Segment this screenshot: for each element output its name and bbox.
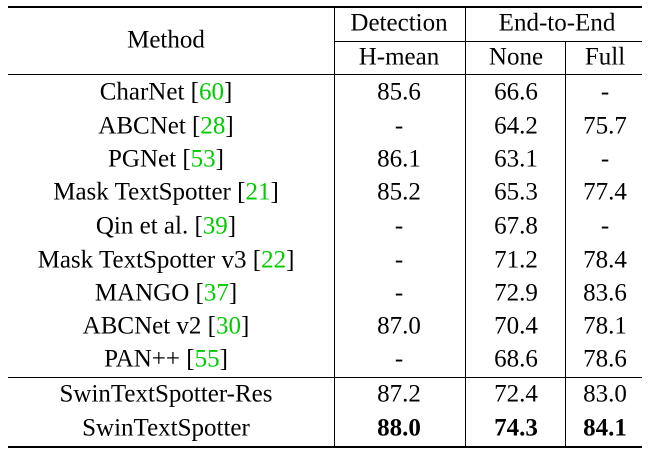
method-cell: CharNet [60] bbox=[99, 78, 233, 106]
full-cell: 75.7 bbox=[583, 112, 627, 140]
hmean-cell: 87.0 bbox=[377, 312, 421, 340]
method-cell: MANGO [37] bbox=[94, 279, 238, 307]
hmean-cell: 85.2 bbox=[377, 178, 421, 206]
citation-link[interactable]: 55 bbox=[194, 345, 220, 373]
hmean-cell: - bbox=[394, 246, 404, 274]
method-cell: ABCNet [28] bbox=[98, 112, 234, 140]
bottom-rule bbox=[8, 446, 642, 448]
citation-link[interactable]: 28 bbox=[200, 112, 226, 140]
hmean-cell: 86.1 bbox=[377, 145, 421, 173]
method-name: SwinTextSpotter-Res bbox=[59, 380, 273, 408]
citation-link[interactable]: 37 bbox=[203, 279, 229, 307]
none-cell: 63.1 bbox=[494, 145, 538, 173]
method-name: ABCNet bbox=[98, 112, 186, 140]
method-cell: PGNet [53] bbox=[108, 145, 224, 173]
citation-link[interactable]: 53 bbox=[190, 145, 216, 173]
header-end-to-end: End-to-End bbox=[498, 9, 616, 37]
none-cell: 64.2 bbox=[494, 112, 538, 140]
none-cell: 74.3 bbox=[494, 414, 538, 442]
none-cell: 72.4 bbox=[494, 380, 538, 408]
header-none: None bbox=[488, 43, 544, 71]
method-name: MANGO bbox=[94, 279, 190, 307]
header-detection: Detection bbox=[350, 9, 448, 37]
none-cell: 71.2 bbox=[494, 246, 538, 274]
top-rule bbox=[8, 6, 642, 8]
method-name: CharNet bbox=[99, 78, 185, 106]
none-cell: 72.9 bbox=[494, 279, 538, 307]
method-cell: Mask TextSpotter [21] bbox=[53, 178, 279, 206]
none-cell: 68.6 bbox=[494, 345, 538, 373]
full-cell: 78.6 bbox=[583, 345, 627, 373]
full-cell: - bbox=[600, 78, 610, 106]
method-name: Qin et al. bbox=[95, 212, 189, 240]
citation-link[interactable]: 21 bbox=[245, 178, 271, 206]
method-name: Mask TextSpotter bbox=[53, 178, 231, 206]
method-cell: ABCNet v2 [30] bbox=[82, 312, 250, 340]
hmean-cell: - bbox=[394, 345, 404, 373]
full-cell: 78.1 bbox=[583, 312, 627, 340]
method-name: Mask TextSpotter v3 bbox=[37, 246, 247, 274]
method-name: ABCNet v2 bbox=[82, 312, 202, 340]
header-full: Full bbox=[584, 43, 626, 71]
hmean-cell: 88.0 bbox=[377, 414, 421, 442]
hmean-cell: 87.2 bbox=[377, 380, 421, 408]
method-cell: SwinTextSpotter-Res bbox=[59, 382, 272, 407]
hmean-cell: - bbox=[394, 112, 404, 140]
citation-link[interactable]: 22 bbox=[261, 246, 287, 274]
full-cell: - bbox=[600, 212, 610, 240]
method-cell: PAN++ [55] bbox=[104, 345, 228, 373]
none-cell: 66.6 bbox=[494, 78, 538, 106]
header-method: Method bbox=[127, 26, 205, 54]
hmean-cell: - bbox=[394, 279, 404, 307]
full-cell: 77.4 bbox=[583, 178, 627, 206]
method-cell: SwinTextSpotter bbox=[82, 416, 250, 441]
hmean-cell: - bbox=[394, 212, 404, 240]
method-cell: Qin et al. [39] bbox=[95, 212, 237, 240]
header-hmean: H-mean bbox=[358, 43, 440, 71]
group-rule bbox=[8, 377, 642, 378]
method-column-rule bbox=[334, 7, 335, 447]
full-cell: 83.0 bbox=[583, 380, 627, 408]
full-cell: - bbox=[600, 145, 610, 173]
header-rule bbox=[8, 74, 642, 75]
method-name: SwinTextSpotter bbox=[82, 414, 250, 442]
citation-link[interactable]: 30 bbox=[216, 312, 241, 340]
full-cell: 84.1 bbox=[583, 414, 627, 442]
detection-column-rule bbox=[465, 7, 466, 447]
none-full-column-rule bbox=[565, 41, 566, 447]
method-name: PAN++ bbox=[104, 345, 181, 373]
citation-link[interactable]: 60 bbox=[198, 78, 224, 106]
subheader-rule bbox=[334, 41, 642, 42]
full-cell: 83.6 bbox=[583, 279, 627, 307]
citation-link[interactable]: 39 bbox=[202, 212, 228, 240]
hmean-cell: 85.6 bbox=[377, 78, 421, 106]
none-cell: 70.4 bbox=[494, 312, 538, 340]
none-cell: 67.8 bbox=[494, 212, 538, 240]
method-name: PGNet bbox=[108, 145, 177, 173]
method-cell: Mask TextSpotter v3 [22] bbox=[37, 246, 295, 274]
full-cell: 78.4 bbox=[583, 246, 627, 274]
none-cell: 65.3 bbox=[494, 178, 538, 206]
